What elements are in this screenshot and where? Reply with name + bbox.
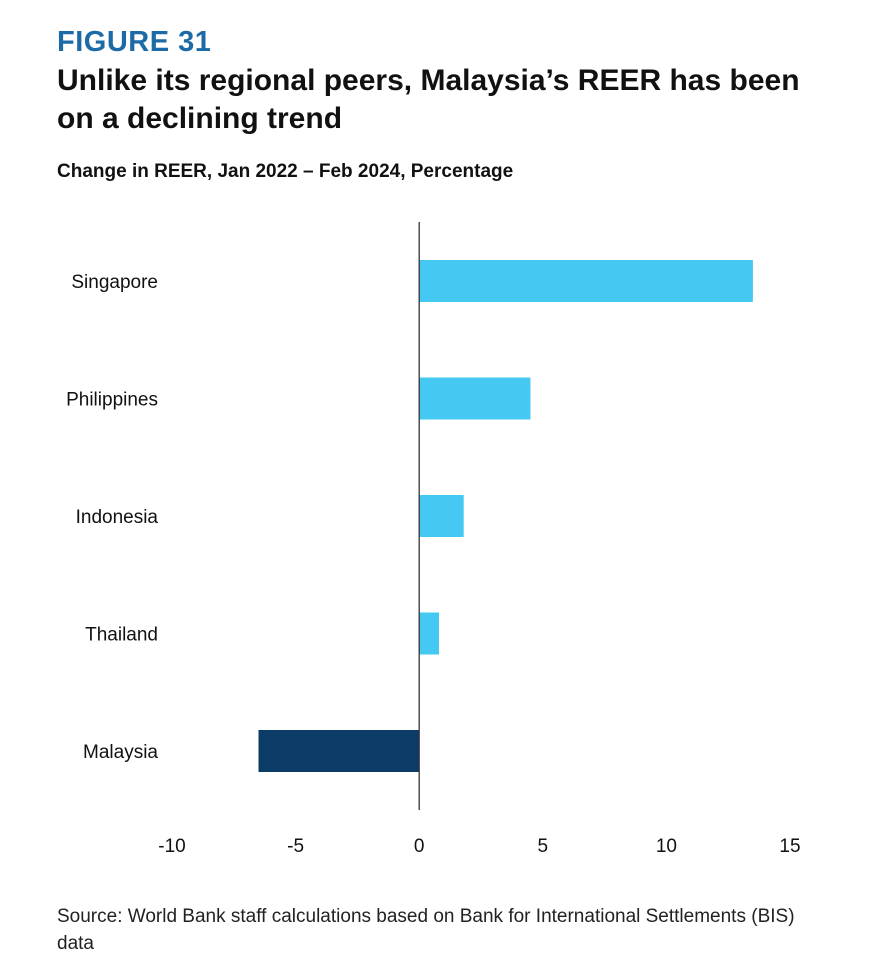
chart-title: Unlike its regional peers, Malaysia’s RE… [57, 64, 800, 135]
bar-malaysia [258, 730, 420, 772]
bar-singapore [419, 260, 753, 302]
bar-indonesia [419, 495, 464, 537]
bar-chart: Singapore Philippines Indonesia Thailand Mal… [66, 222, 801, 857]
x-tick-label: 0 [414, 836, 425, 857]
category-label: Philippines [66, 390, 158, 411]
x-tick-label: -5 [287, 836, 304, 857]
x-tick-label: 15 [779, 836, 800, 857]
source-note: Source: World Bank staff calculations ba… [57, 906, 795, 954]
category-label: Singapore [71, 272, 158, 293]
category-label: Indonesia [76, 507, 159, 528]
category-label: Thailand [85, 625, 158, 646]
category-label: Malaysia [83, 742, 158, 763]
chart-subtitle: Change in REER, Jan 2022 – Feb 2024, Per… [57, 161, 514, 182]
bar-philippines [419, 377, 531, 420]
figure-label: FIGURE 31 [57, 26, 212, 58]
x-tick-label: 10 [656, 836, 677, 857]
x-tick-label: 5 [538, 836, 549, 857]
x-tick-label: -10 [158, 836, 185, 857]
bar-thailand [419, 612, 439, 655]
